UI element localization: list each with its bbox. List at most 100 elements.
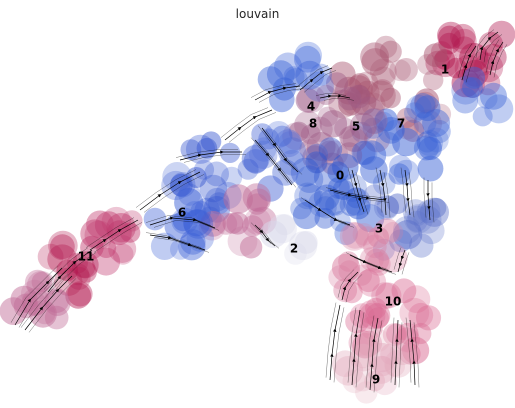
cell-point	[214, 182, 242, 209]
cell-point	[267, 214, 297, 244]
cell-point	[221, 166, 243, 188]
streamline	[299, 67, 333, 91]
cell-point	[205, 187, 229, 212]
streamline	[295, 65, 329, 88]
cell-point	[414, 95, 441, 122]
streamline	[390, 317, 395, 383]
cell-point	[329, 61, 356, 88]
cell-point	[384, 356, 405, 377]
cell-point	[223, 184, 253, 214]
streamline	[423, 177, 427, 218]
cell-point	[408, 302, 434, 328]
cell-point	[326, 72, 348, 95]
streamline	[394, 319, 399, 386]
cell-point	[65, 282, 92, 309]
cell-point	[294, 230, 318, 254]
cell-point	[333, 278, 358, 303]
cell-point	[462, 77, 483, 98]
cell-point	[417, 155, 444, 182]
cell-point	[313, 184, 340, 211]
cell-point	[120, 222, 141, 243]
cell-point	[295, 88, 321, 113]
cell-point	[386, 323, 408, 345]
streamline	[228, 112, 277, 143]
streamline	[149, 234, 206, 251]
cell-point	[300, 124, 321, 145]
cell-point	[292, 201, 321, 230]
streamline	[220, 107, 269, 138]
cell-point	[251, 123, 274, 145]
cell-point	[356, 204, 385, 233]
cell-point	[349, 73, 371, 95]
cell-point	[413, 205, 442, 234]
cell-point	[257, 175, 284, 202]
cell-point	[208, 192, 230, 215]
cell-point	[437, 21, 465, 50]
cluster-label: 10	[385, 295, 402, 309]
cell-point	[112, 243, 134, 265]
streamline	[179, 150, 242, 161]
streamline	[347, 167, 361, 210]
cell-point	[303, 71, 334, 102]
streamline	[303, 70, 337, 93]
cell-point	[307, 153, 328, 174]
cell-point	[438, 25, 461, 49]
streamline	[85, 217, 135, 248]
cell-point	[422, 109, 451, 137]
cell-point	[241, 144, 270, 173]
cell-point	[361, 92, 386, 117]
cluster-label: 3	[375, 222, 383, 236]
cell-point	[406, 94, 432, 121]
cell-point	[332, 153, 359, 181]
streamline	[10, 265, 59, 323]
streamline	[258, 227, 280, 249]
cell-point	[37, 243, 64, 270]
cell-point	[476, 88, 498, 110]
cell-point	[452, 87, 479, 114]
cell-point	[367, 226, 390, 249]
cell-point	[84, 220, 114, 250]
cell-point	[80, 219, 110, 249]
cell-point	[198, 213, 226, 241]
cell-point	[313, 162, 343, 192]
cell-point	[331, 253, 361, 282]
streamline	[28, 278, 77, 333]
cell-point	[451, 28, 477, 54]
cell-point	[406, 210, 428, 232]
cell-point	[274, 214, 296, 236]
cell-point	[413, 135, 439, 161]
cell-point	[318, 137, 343, 161]
cell-point	[74, 256, 96, 278]
cell-point	[360, 156, 388, 184]
cell-point	[423, 43, 448, 67]
cell-point	[277, 137, 307, 166]
streamline	[404, 169, 411, 216]
cell-point	[371, 79, 394, 102]
cluster-labels: 0 1 2 3 4 5 6 7 8 9 10 11	[78, 63, 450, 387]
cell-point	[425, 50, 451, 76]
cell-point	[294, 41, 323, 70]
cell-point	[392, 220, 423, 250]
cell-point	[389, 154, 413, 178]
cell-point	[454, 54, 483, 83]
streamline	[319, 94, 351, 99]
streamline	[93, 222, 143, 253]
streamline	[89, 219, 139, 251]
streamline	[51, 252, 97, 295]
cell-point	[374, 195, 399, 220]
cell-point	[374, 35, 398, 59]
streamline	[265, 130, 303, 175]
cell-point	[372, 356, 393, 377]
cell-point	[239, 236, 263, 259]
cell-point	[266, 60, 295, 89]
cell-point	[389, 339, 416, 366]
cell-point	[356, 330, 383, 357]
streamline	[43, 247, 89, 290]
cell-point	[284, 68, 308, 92]
cell-point	[407, 205, 428, 226]
cell-point	[351, 140, 376, 165]
cell-point	[414, 88, 440, 113]
streamline	[405, 317, 412, 383]
cell-point	[380, 87, 401, 109]
